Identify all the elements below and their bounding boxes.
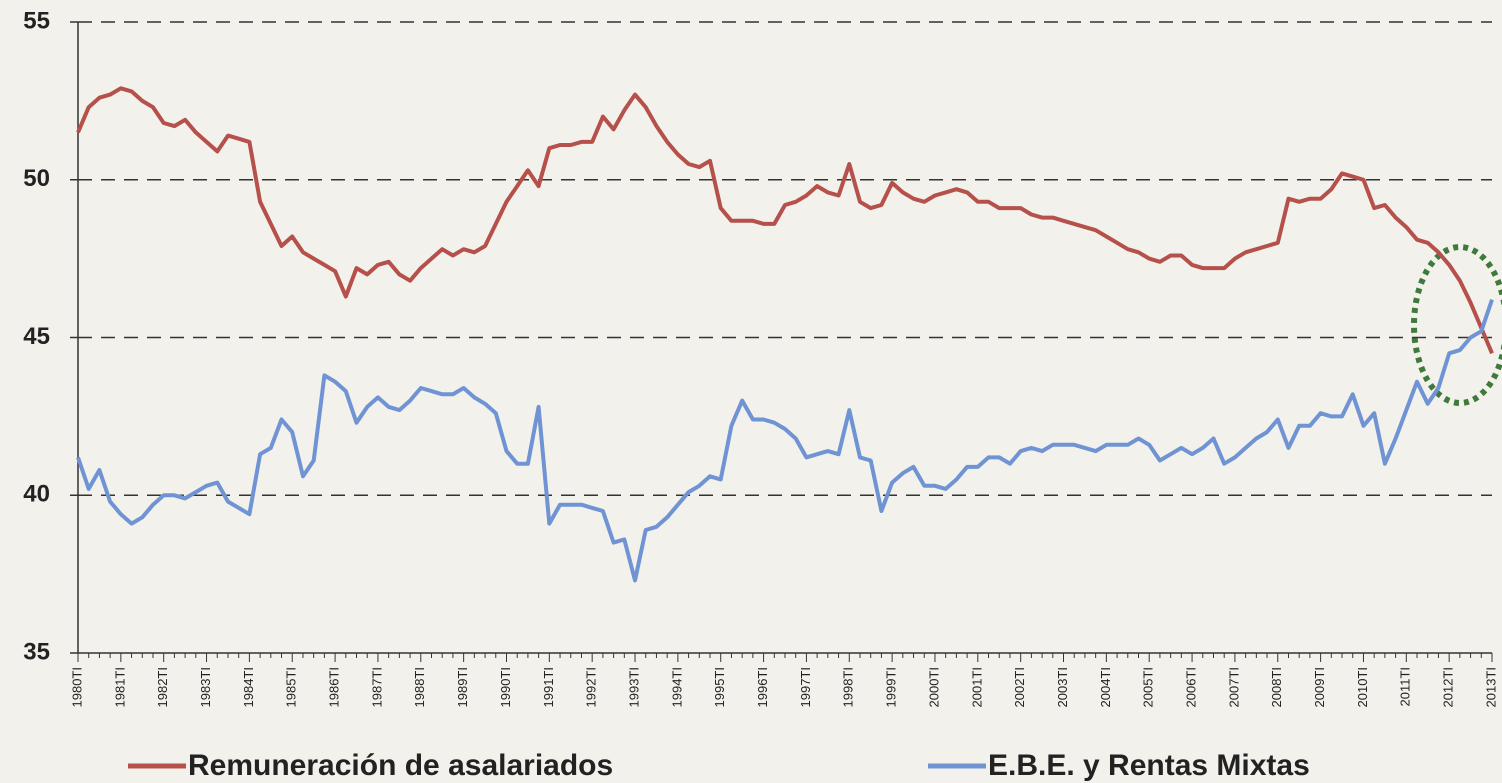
legend-label: E.B.E. y Rentas Mixtas [988, 749, 1310, 782]
y-tick-label: 50 [23, 165, 50, 192]
x-tick-label: 2001TI [969, 667, 984, 707]
y-tick-label: 45 [23, 323, 50, 350]
x-tick-label: 1983TI [198, 667, 213, 707]
x-tick-label: 2006TI [1183, 667, 1198, 707]
x-tick-label: 1982TI [155, 667, 170, 707]
x-tick-label: 2010TI [1355, 667, 1370, 707]
legend-label: Remuneración de asalariados [188, 749, 613, 782]
x-tick-label: 1999TI [884, 667, 899, 707]
y-tick-label: 40 [23, 481, 50, 508]
x-tick-label: 2004TI [1098, 667, 1113, 707]
x-tick-label: 1985TI [284, 667, 299, 707]
x-tick-label: 2008TI [1269, 667, 1284, 707]
x-tick-label: 1992TI [584, 667, 599, 707]
highlight-circle [1411, 244, 1502, 406]
x-tick-label: 1996TI [755, 667, 770, 707]
x-tick-label: 1986TI [327, 667, 342, 707]
x-tick-label: 1991TI [541, 667, 556, 707]
x-tick-label: 1998TI [841, 667, 856, 707]
x-tick-label: 1981TI [112, 667, 127, 707]
x-tick-label: 1988TI [412, 667, 427, 707]
x-tick-label: 1984TI [241, 667, 256, 707]
x-tick-label: 2007TI [1226, 667, 1241, 707]
x-tick-label: 1993TI [626, 667, 641, 707]
line-series [76, 86, 1494, 355]
x-tick-label: 2000TI [926, 667, 941, 707]
x-tick-label: 2009TI [1312, 667, 1327, 707]
y-tick-label: 55 [23, 7, 50, 34]
x-tick-label: 1987TI [369, 667, 384, 707]
x-tick-label: 2013TI [1483, 667, 1498, 707]
x-tick-label: 2003TI [1055, 667, 1070, 707]
x-tick-label: 1997TI [798, 667, 813, 707]
x-tick-label: 1995TI [712, 667, 727, 707]
x-tick-label: 2005TI [1141, 667, 1156, 707]
x-tick-label: 2002TI [1012, 667, 1027, 707]
x-tick-label: 2011TI [1398, 667, 1413, 707]
y-tick-label: 35 [23, 638, 50, 665]
x-tick-label: 1989TI [455, 667, 470, 707]
x-tick-label: 1980TI [69, 667, 84, 707]
line-series [76, 298, 1494, 583]
x-tick-label: 1994TI [669, 667, 684, 707]
x-tick-label: 2012TI [1441, 667, 1456, 707]
x-tick-label: 1990TI [498, 667, 513, 707]
